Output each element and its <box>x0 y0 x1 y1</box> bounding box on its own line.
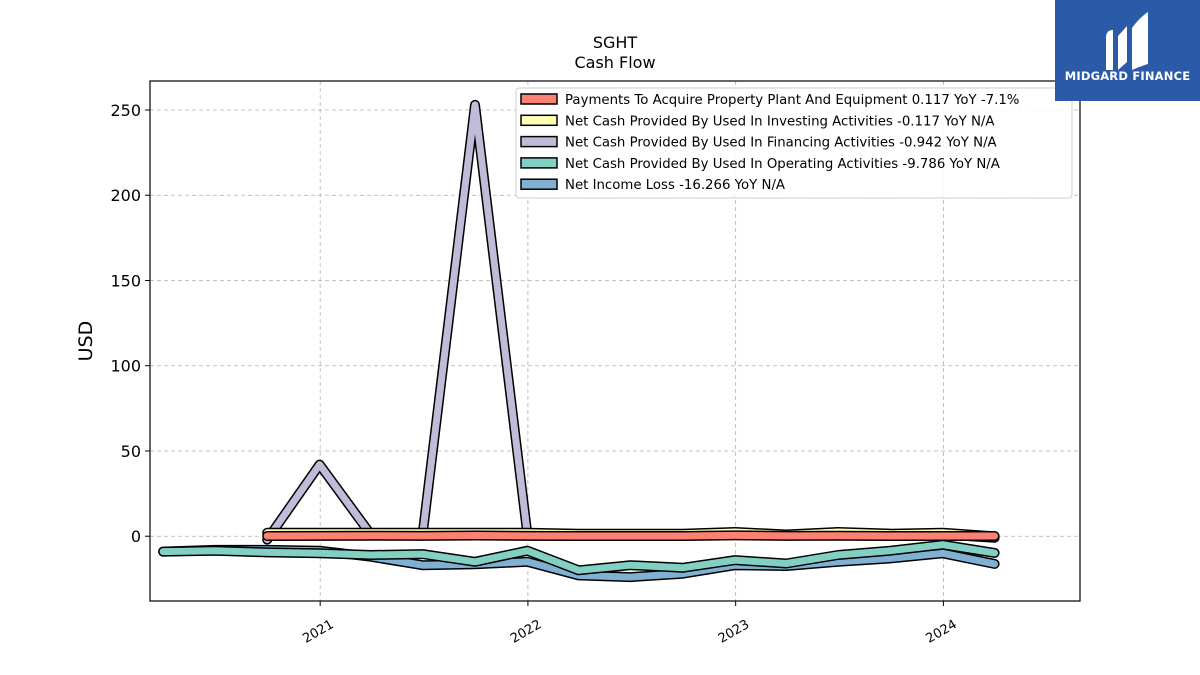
legend-label: Payments To Acquire Property Plant And E… <box>565 93 1019 108</box>
x-tick-label: 2022 <box>508 617 544 647</box>
series-line <box>158 539 1000 576</box>
series-layer <box>158 99 1000 583</box>
y-tick-label: 250 <box>110 101 141 120</box>
x-ticks: 2021 2022 2023 2024 <box>300 601 960 647</box>
series-line <box>262 530 1000 541</box>
y-tick-label: 50 <box>121 442 141 461</box>
plot-frame <box>149 80 1081 602</box>
legend: Payments To Acquire Property Plant And E… <box>515 87 1073 199</box>
legend-label: Net Cash Provided By Used In Financing A… <box>565 136 997 151</box>
brand-name: MIDGARD FINANCE <box>1064 69 1191 83</box>
y-tick-label: 150 <box>110 271 141 290</box>
legend-swatch <box>520 114 558 127</box>
legend-label: Net Cash Provided By Used In Operating A… <box>565 157 1000 172</box>
chart-title: SGHT <box>593 33 638 52</box>
midgard-m-logo-icon <box>1106 12 1148 70</box>
legend-swatch <box>520 178 558 190</box>
x-tick-label: 2023 <box>716 617 752 647</box>
y-axis-label: USD <box>75 321 97 362</box>
brand-logo: MIDGARD FINANCE <box>1055 0 1200 101</box>
legend-label: Net Cash Provided By Used In Investing A… <box>565 114 995 129</box>
y-tick-label: 100 <box>110 357 141 376</box>
legend-swatch <box>520 93 558 105</box>
legend-swatch <box>520 135 558 148</box>
x-tick-label: 2024 <box>924 617 960 647</box>
x-tick-label: 2021 <box>300 617 336 647</box>
y-ticks: 0 50 100 150 200 250 <box>110 101 150 546</box>
legend-box <box>515 87 1073 199</box>
chart-subtitle: Cash Flow <box>574 53 655 72</box>
legend-label: Net Income Loss -16.266 YoY N/A <box>565 178 785 193</box>
y-tick-label: 200 <box>110 186 141 205</box>
legend-swatch <box>520 157 558 169</box>
y-tick-label: 0 <box>131 527 141 546</box>
